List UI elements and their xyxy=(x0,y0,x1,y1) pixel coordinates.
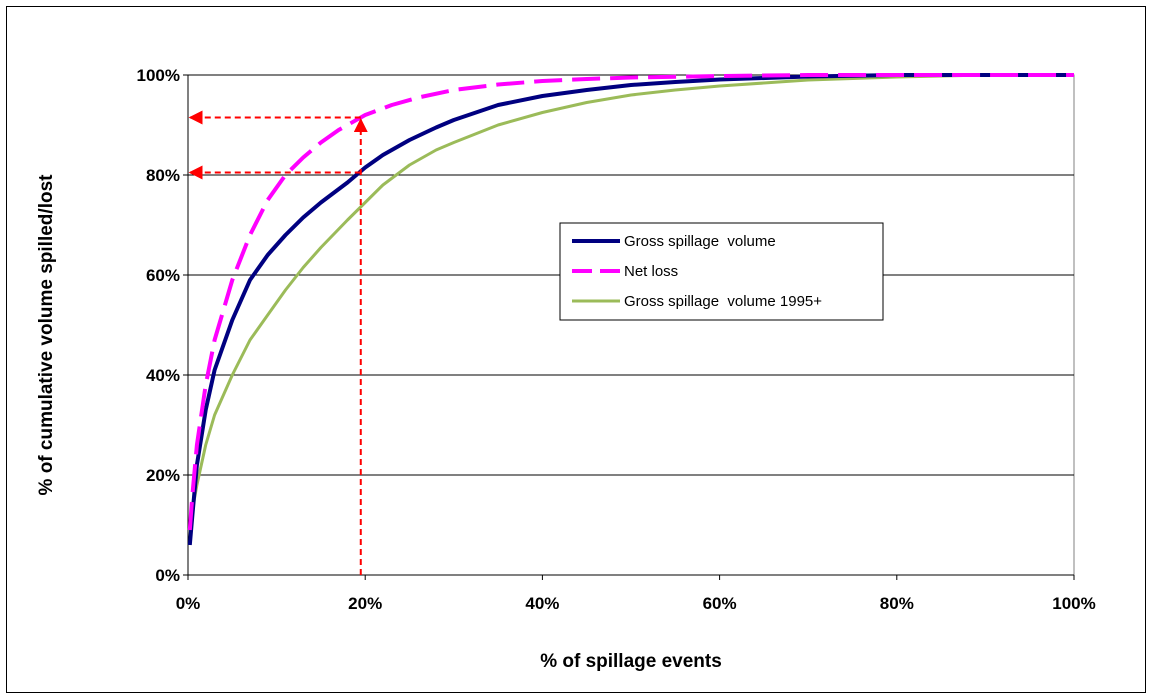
x-tick-label: 80% xyxy=(880,594,914,613)
x-tick-label: 0% xyxy=(176,594,201,613)
y-tick-label: 100% xyxy=(137,66,180,85)
plot-background xyxy=(187,74,1075,576)
x-tick-label: 100% xyxy=(1052,594,1095,613)
series-line-1 xyxy=(187,73,1074,531)
guide-arrows xyxy=(188,110,368,575)
y-tick-label: 40% xyxy=(146,366,180,385)
legend-label-0: Gross spillage volume xyxy=(624,233,776,250)
series-layer xyxy=(187,73,1074,546)
y-tick-labels: 0% 20% 40% 60% 80% 100% xyxy=(137,66,180,585)
x-tick-labels: 0% 20% 40% 60% 80% 100% xyxy=(176,594,1096,613)
y-axis-title: % of cumulative volume spilled/lost xyxy=(36,174,57,496)
legend-label-2: Gross spillage volume 1995+ xyxy=(624,293,822,310)
y-tick-label: 0% xyxy=(155,566,180,585)
y-tick-label: 80% xyxy=(146,166,180,185)
x-tick-label: 20% xyxy=(348,594,382,613)
x-axis-title: % of spillage events xyxy=(540,651,722,672)
legend: Gross spillage volume Net loss Gross spill… xyxy=(559,222,884,321)
axes xyxy=(183,74,1075,580)
plot-area xyxy=(183,73,1075,580)
y-tick-label: 20% xyxy=(146,466,180,485)
legend-label-1: Net loss xyxy=(624,263,678,280)
x-tick-label: 60% xyxy=(703,594,737,613)
series-line-0 xyxy=(187,73,1074,546)
y-tick-label: 60% xyxy=(146,266,180,285)
series-line-2 xyxy=(190,73,1074,511)
x-tick-label: 40% xyxy=(525,594,559,613)
